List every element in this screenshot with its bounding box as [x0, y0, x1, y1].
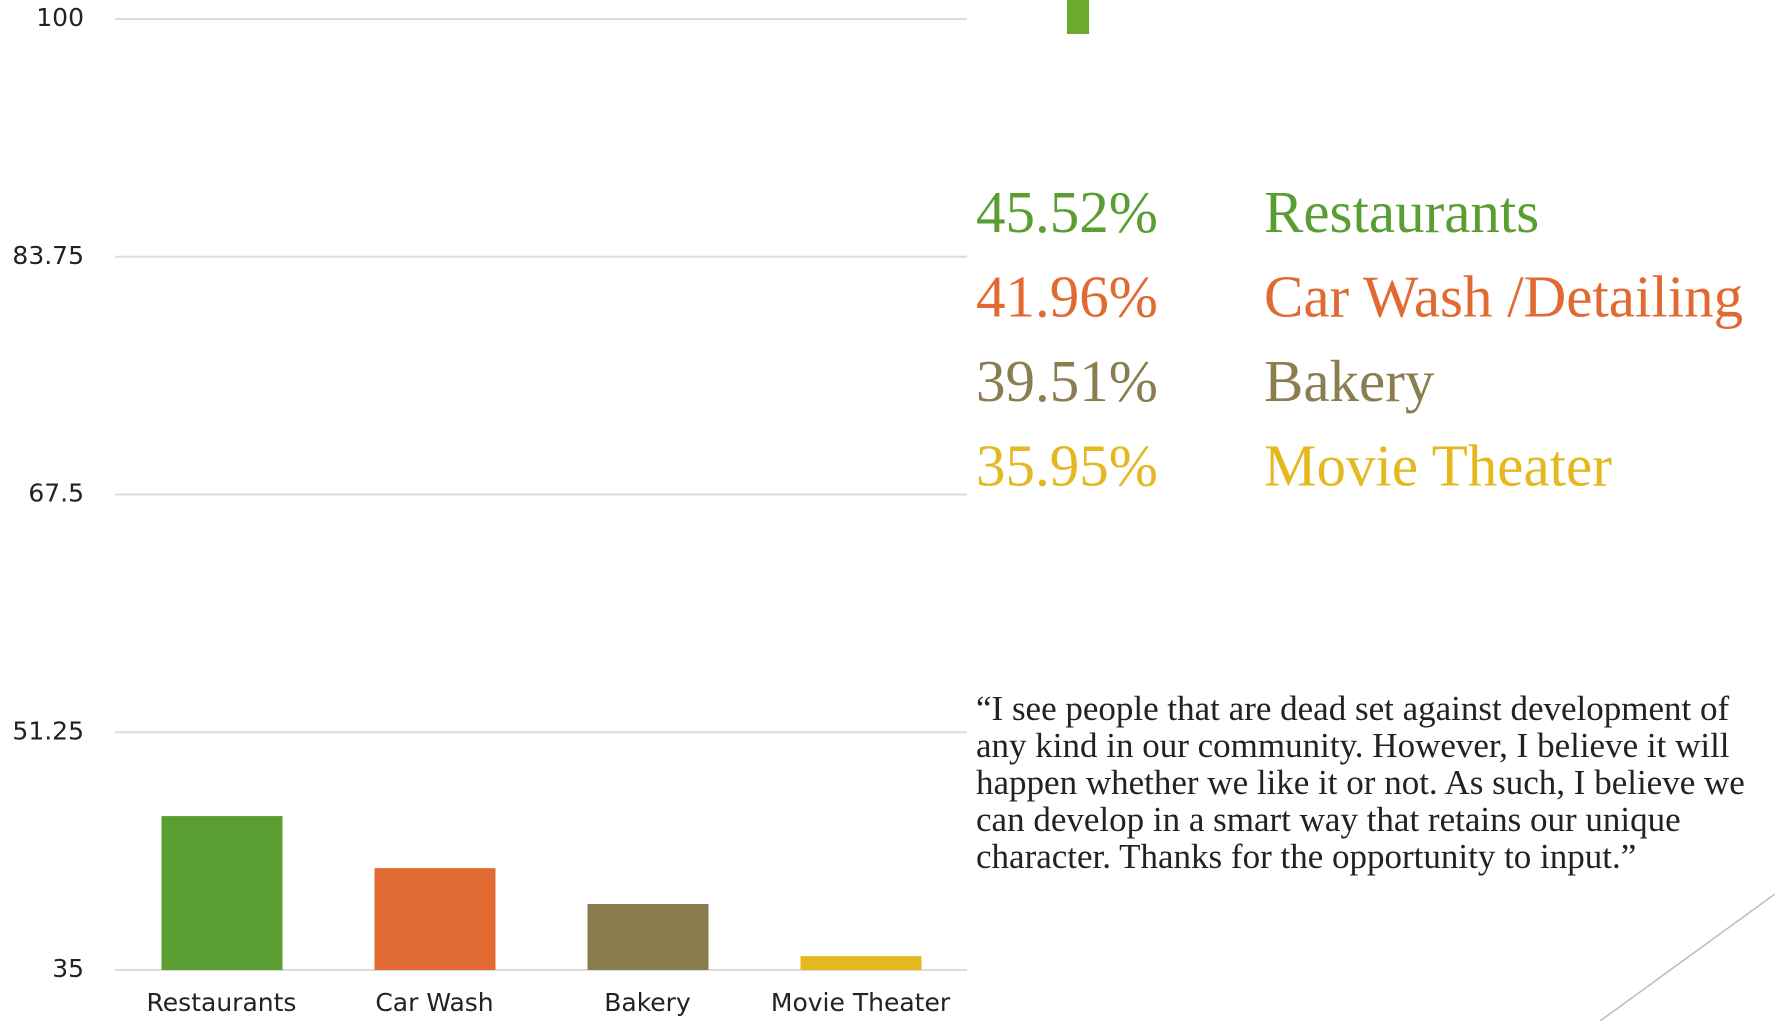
y-tick-label: 51.25 — [12, 716, 84, 745]
legend-name: Restaurants — [1264, 179, 1539, 245]
x-tick-label: Bakery — [604, 988, 691, 1017]
x-tick-label: Restaurants — [147, 988, 297, 1017]
bar — [587, 904, 709, 970]
y-tick-label: 35 — [52, 954, 84, 983]
percent-label: 45.52% — [976, 179, 1158, 245]
y-tick-label: 100 — [36, 3, 84, 32]
legend-name: Bakery — [1264, 348, 1435, 414]
bar — [374, 868, 496, 970]
quote: “I see people that are dead set against … — [976, 689, 1745, 876]
percent-label: 41.96% — [976, 264, 1158, 330]
x-tick-label: Car Wash — [375, 988, 493, 1017]
y-tick-label: 67.5 — [28, 479, 84, 508]
percent-label: 39.51% — [976, 348, 1158, 414]
decor-line — [1599, 893, 1775, 1021]
x-tick-label: Movie Theater — [771, 988, 951, 1017]
legend-name: Car Wash /Detailing — [1264, 264, 1743, 330]
bar — [161, 816, 283, 970]
percent-label: 35.95% — [976, 433, 1158, 499]
legend-name: Movie Theater — [1264, 433, 1612, 499]
title-fragment — [1067, 0, 1089, 34]
y-tick-label: 83.75 — [12, 241, 84, 270]
bar — [800, 956, 922, 970]
